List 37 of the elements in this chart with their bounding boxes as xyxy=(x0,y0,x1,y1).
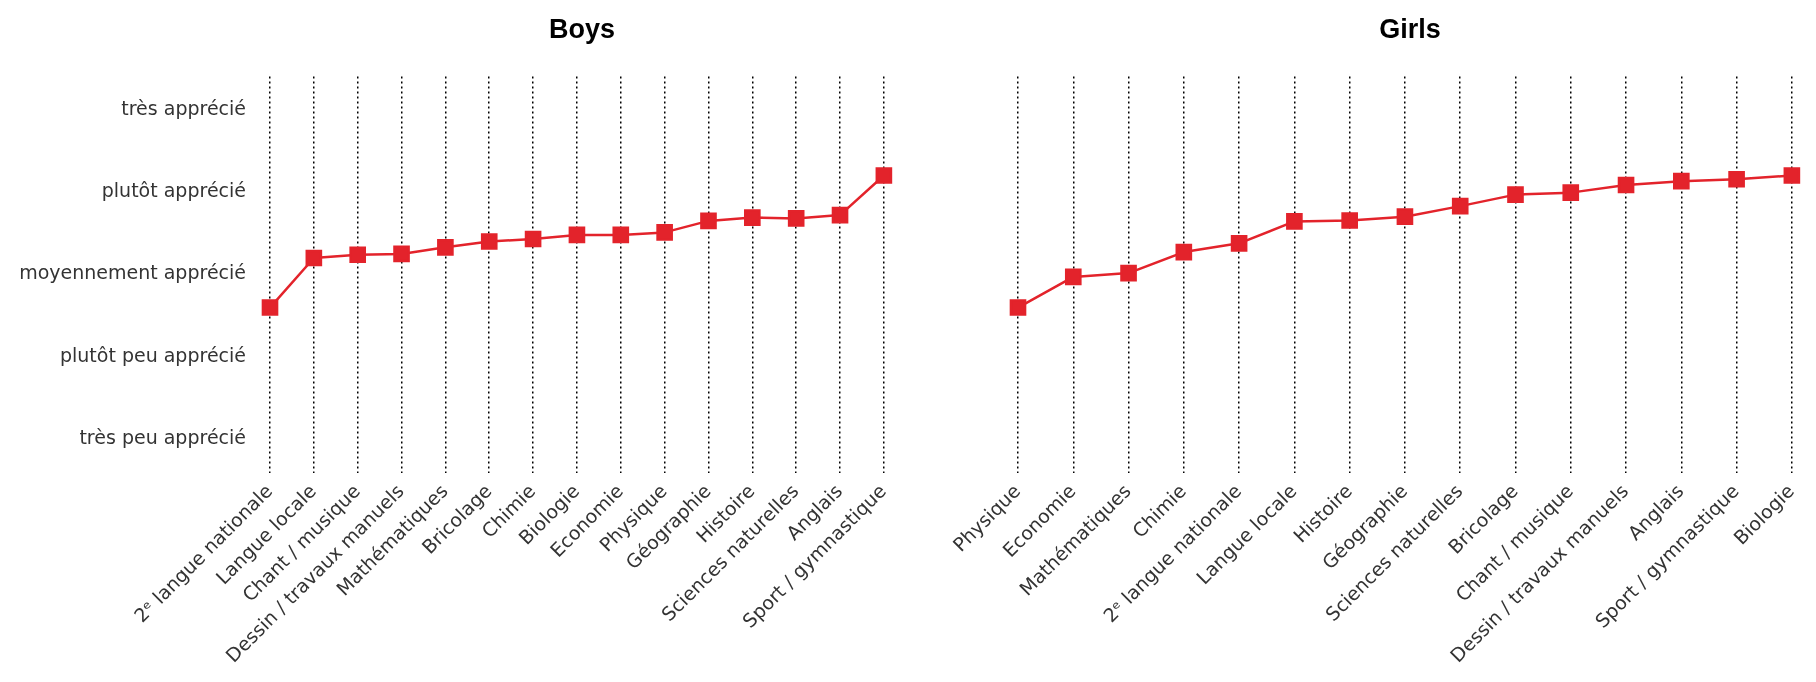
point xyxy=(1341,212,1358,229)
point xyxy=(787,210,805,227)
point xyxy=(1396,208,1414,225)
chart-title: Boys xyxy=(548,13,616,44)
point xyxy=(612,226,630,244)
point xyxy=(1175,243,1193,261)
text: plutôt apprécié xyxy=(101,179,246,202)
text: moyennement apprécié xyxy=(19,261,246,284)
point xyxy=(261,299,279,316)
point xyxy=(1728,170,1745,188)
point xyxy=(1009,299,1027,316)
point xyxy=(1230,235,1248,252)
point xyxy=(1286,213,1303,230)
point xyxy=(1673,172,1690,190)
point xyxy=(656,224,673,241)
point xyxy=(1783,167,1801,184)
point xyxy=(1562,184,1580,201)
point xyxy=(393,245,410,263)
point xyxy=(831,206,849,224)
point xyxy=(1617,176,1635,194)
point xyxy=(700,212,717,230)
point xyxy=(480,233,498,250)
point xyxy=(744,209,761,226)
point xyxy=(305,249,323,267)
point xyxy=(1451,197,1469,215)
text: plutôt peu apprécié xyxy=(59,343,246,366)
point xyxy=(524,230,542,248)
text: très peu apprécié xyxy=(79,425,246,448)
chart-title: Girls xyxy=(1379,13,1441,44)
point xyxy=(1064,268,1082,286)
point xyxy=(437,239,454,256)
point xyxy=(568,226,586,244)
point xyxy=(1120,264,1137,282)
point xyxy=(1507,186,1524,203)
point xyxy=(349,246,367,264)
text: très apprécié xyxy=(121,97,246,120)
point xyxy=(875,167,893,184)
